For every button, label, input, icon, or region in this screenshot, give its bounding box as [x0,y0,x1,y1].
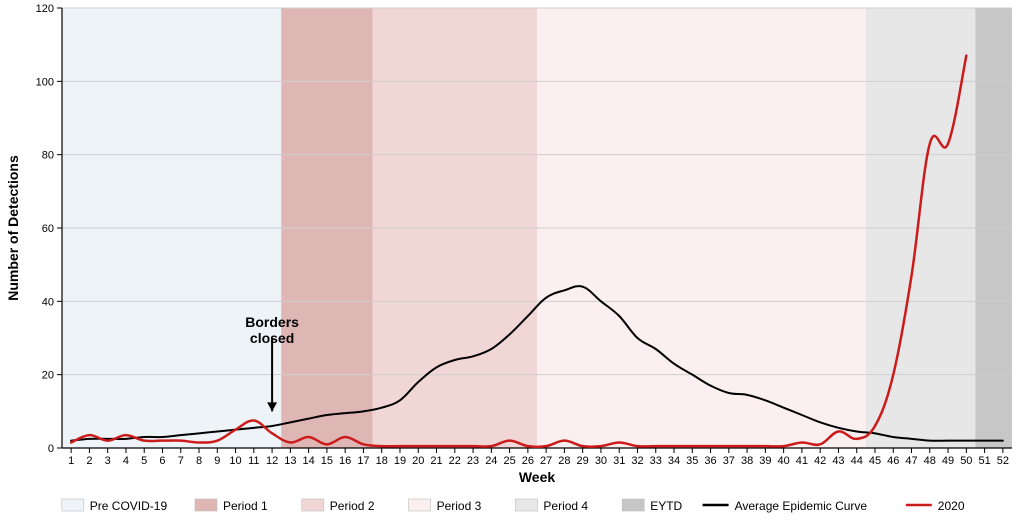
x-tick-label: 35 [686,455,698,467]
legend-label: Period 3 [437,499,482,513]
x-tick-label: 20 [412,455,424,467]
x-tick-label: 28 [558,455,570,467]
legend: Pre COVID-19 Period 1 Period 2 Period 3 Peri… [62,499,965,513]
legend-label: Period 4 [543,499,588,513]
x-tick-label: 31 [613,455,625,467]
x-tick-label: 23 [467,455,479,467]
line-chart: 0204060801001201234567891011121314151617… [0,0,1024,527]
x-tick-label: 30 [595,455,607,467]
x-tick-label: 36 [704,455,716,467]
x-tick-label: 38 [741,455,753,467]
x-tick-label: 14 [303,455,315,467]
x-tick-label: 43 [832,455,844,467]
x-tick-label: 6 [159,455,165,467]
x-tick-label: 40 [778,455,790,467]
chart-container: 0204060801001201234567891011121314151617… [0,0,1024,527]
x-tick-label: 8 [196,455,202,467]
x-tick-label: 15 [321,455,333,467]
x-tick-label: 46 [887,455,899,467]
x-axis-ticks: 1234567891011121314151617181920212223242… [68,448,1009,467]
legend-label: EYTD [650,499,682,513]
x-tick-label: 12 [266,455,278,467]
legend-label: Pre COVID-19 [90,499,168,513]
x-tick-label: 41 [796,455,808,467]
legend-label: Period 1 [223,499,268,513]
x-tick-label: 27 [540,455,552,467]
legend-label: Average Epidemic Curve [735,499,868,513]
x-tick-label: 5 [141,455,147,467]
y-tick-label: 20 [42,370,54,382]
x-tick-label: 34 [668,455,680,467]
legend-item: Period 3 [409,499,482,513]
y-tick-label: 40 [42,296,54,308]
x-tick-label: 47 [905,455,917,467]
y-tick-label: 0 [48,443,54,455]
x-tick-label: 44 [851,455,863,467]
x-tick-label: 13 [284,455,296,467]
x-tick-label: 4 [123,455,129,467]
x-tick-label: 18 [376,455,388,467]
legend-item: 2020 [906,499,965,513]
legend-item: Period 2 [302,499,375,513]
legend-item: Period 1 [195,499,268,513]
x-tick-label: 29 [577,455,589,467]
x-tick-label: 39 [759,455,771,467]
y-axis-label: Number of Detections [5,155,21,301]
x-tick-label: 22 [449,455,461,467]
x-tick-label: 3 [105,455,111,467]
x-axis-label: Week [519,469,556,485]
x-tick-label: 7 [178,455,184,467]
legend-item: Pre COVID-19 [62,499,168,513]
legend-item: EYTD [622,499,682,513]
x-tick-label: 48 [924,455,936,467]
y-tick-label: 120 [36,3,54,15]
y-axis-ticks: 0 20 40 60 80 100 120 [36,3,62,455]
x-tick-label: 21 [430,455,442,467]
x-tick-label: 37 [723,455,735,467]
x-tick-label: 9 [214,455,220,467]
x-tick-label: 2 [86,455,92,467]
x-tick-label: 32 [631,455,643,467]
x-tick-label: 10 [229,455,241,467]
x-tick-label: 19 [394,455,406,467]
legend-item: Average Epidemic Curve [703,499,868,513]
legend-label: Period 2 [330,499,375,513]
x-tick-label: 49 [942,455,954,467]
x-tick-label: 50 [960,455,972,467]
x-tick-label: 11 [248,455,259,467]
legend-item: Period 4 [515,499,588,513]
x-tick-label: 24 [485,455,497,467]
x-tick-label: 26 [522,455,534,467]
y-tick-label: 100 [36,76,54,88]
x-tick-label: 16 [339,455,351,467]
y-tick-label: 60 [42,223,54,235]
x-tick-label: 52 [997,455,1009,467]
x-tick-label: 33 [650,455,662,467]
x-tick-label: 17 [357,455,369,467]
legend-label: 2020 [938,499,965,513]
x-tick-label: 42 [814,455,826,467]
x-tick-label: 45 [869,455,881,467]
x-tick-label: 51 [978,455,990,467]
x-tick-label: 25 [503,455,515,467]
x-tick-label: 1 [68,455,74,467]
y-tick-label: 80 [42,150,54,162]
